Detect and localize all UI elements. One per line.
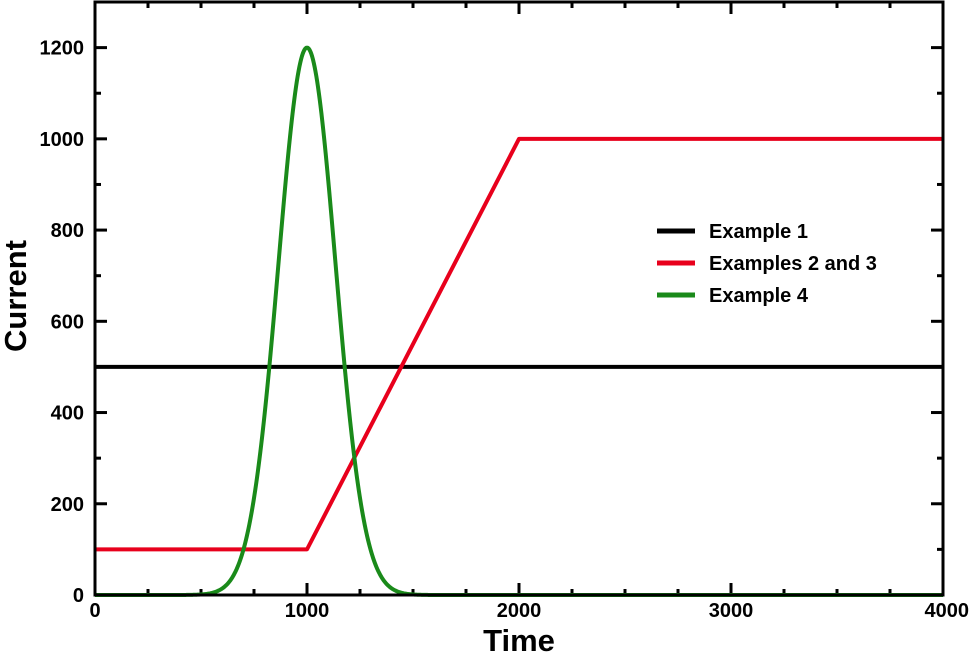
x-axis-title: Time <box>483 623 555 654</box>
y-tick-label: 800 <box>51 220 84 242</box>
x-tick-label: 2000 <box>497 600 542 622</box>
series-line-3 <box>93 45 945 597</box>
labels-layer: 0 1000 2000 3000 4000 0 200 400 600 800 1000 1200 <box>40 38 969 622</box>
x-tick-label: 3000 <box>709 600 754 622</box>
x-tick-label: 0 <box>89 600 100 622</box>
series-layer <box>93 45 945 597</box>
ticks-layer <box>93 0 945 597</box>
legend-label: Examples 2 and 3 <box>709 253 877 275</box>
y-tick-label: 400 <box>51 403 84 425</box>
x-tick-label: 4000 <box>925 600 969 622</box>
x-tick-label: 1000 <box>285 600 330 622</box>
y-tick-label: 1000 <box>40 129 85 151</box>
y-tick-label: 1200 <box>40 38 85 60</box>
y-axis-title: Current <box>0 240 33 352</box>
plot-frame <box>93 0 945 597</box>
y-tick-label: 200 <box>51 494 84 516</box>
y-tick-label: 600 <box>51 311 84 333</box>
legend: Example 1 Examples 2 and 3 Example 4 <box>657 221 877 307</box>
series-line-2 <box>95 136 943 552</box>
y-tick-label: 0 <box>73 585 84 607</box>
legend-label: Example 1 <box>709 221 808 243</box>
legend-label: Example 4 <box>709 285 809 307</box>
